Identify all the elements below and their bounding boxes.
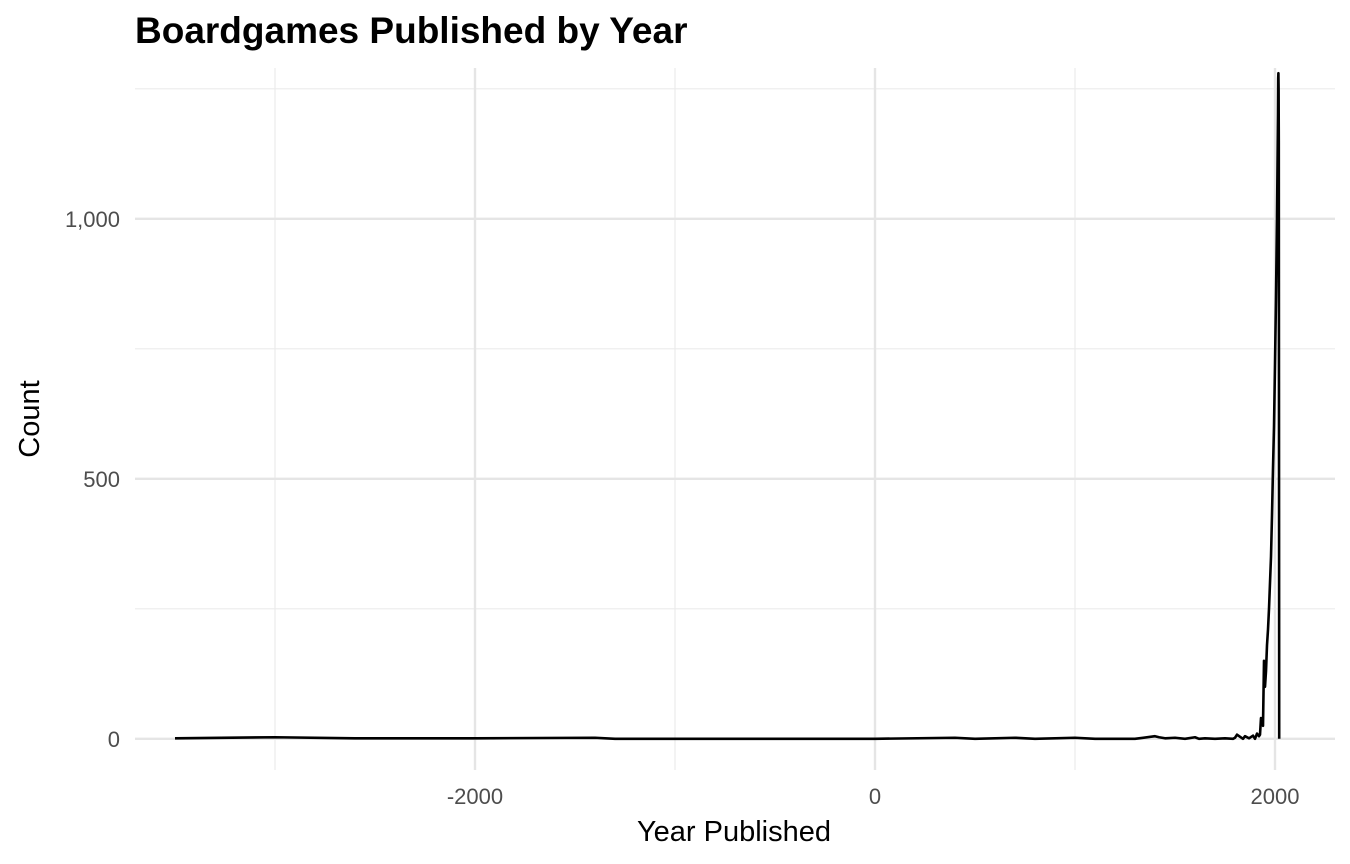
series-line [174,71,1281,741]
major-gridlines [135,68,1335,770]
y-axis-title: Count [14,380,46,457]
x-tick-label: 2000 [1251,784,1300,809]
chart-title: Boardgames Published by Year [135,10,688,51]
x-axis-tick-labels: -2000 0 2000 [447,784,1300,809]
x-tick-label: 0 [869,784,881,809]
series-layer [174,71,1281,741]
x-tick-label: -2000 [447,784,503,809]
y-tick-label: 500 [83,467,120,492]
y-tick-label: 1,000 [65,207,120,232]
y-axis-tick-labels: 0 500 1,000 [65,207,120,752]
x-axis-title: Year Published [637,816,831,848]
minor-gridlines [135,68,1335,770]
y-tick-label: 0 [108,727,120,752]
